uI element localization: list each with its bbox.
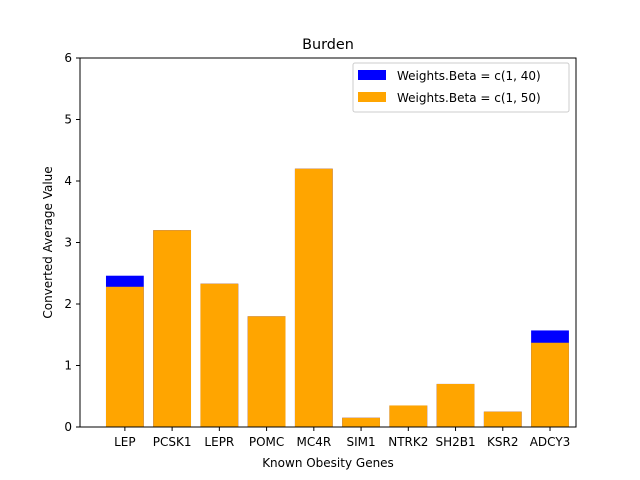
bar-s2-sim1 [342,417,380,427]
x-axis-label: Known Obesity Genes [262,456,394,470]
x-tick-label: SIM1 [346,435,375,449]
x-tick-label: NTRK2 [388,435,428,449]
y-axis-label: Converted Average Value [41,166,55,318]
x-tick-label: ADCY3 [530,435,571,449]
x-tick-label: SH2B1 [435,435,475,449]
legend-box [352,62,570,113]
y-tick-label: 1 [64,359,72,373]
bars-layer [105,168,569,428]
bar-s2-ntrk2 [389,405,428,427]
x-tick-label: KSR2 [487,435,518,449]
y-tick-label: 0 [64,420,72,434]
y-axis-ticks: 0 1 2 3 4 5 6 [64,51,80,434]
x-tick-label: POMC [249,435,284,449]
bar-s2-pcsk1 [153,230,192,427]
y-tick-label: 4 [64,174,72,188]
y-tick-label: 6 [64,51,72,65]
y-tick-label: 2 [64,297,72,311]
bar-s2-mc4r [294,168,333,427]
bar-s2-sh2b1 [436,383,475,427]
bar-s2-adcy3 [531,342,569,427]
y-tick-label: 5 [64,113,72,127]
x-axis-ticks: LEP PCSK1 LEPR POMC MC4R SIM1 NTRK2 SH2B1 KSR2 AD… [114,427,570,449]
plot-frame [79,57,577,428]
x-tick-label: LEPR [204,435,234,449]
legend-swatch [358,70,386,80]
bar-s2-lep [105,286,144,427]
legend-swatch [358,92,386,102]
chart-title: Burden [302,37,354,53]
x-tick-label: LEP [114,435,136,449]
y-tick-label: 3 [64,236,72,250]
bar-s2-pomc [247,316,286,427]
legend-label: Weights.Beta = c(1, 40) [397,69,541,83]
legend-label: Weights.Beta = c(1, 50) [397,91,541,105]
bar-s2-ksr2 [483,411,522,428]
bar-s2-lepr [200,283,239,427]
x-tick-label: MC4R [296,435,331,449]
legend: Weights.Beta = c(1, 40) Weights.Beta = c(… [352,62,570,113]
x-tick-label: PCSK1 [153,435,192,449]
